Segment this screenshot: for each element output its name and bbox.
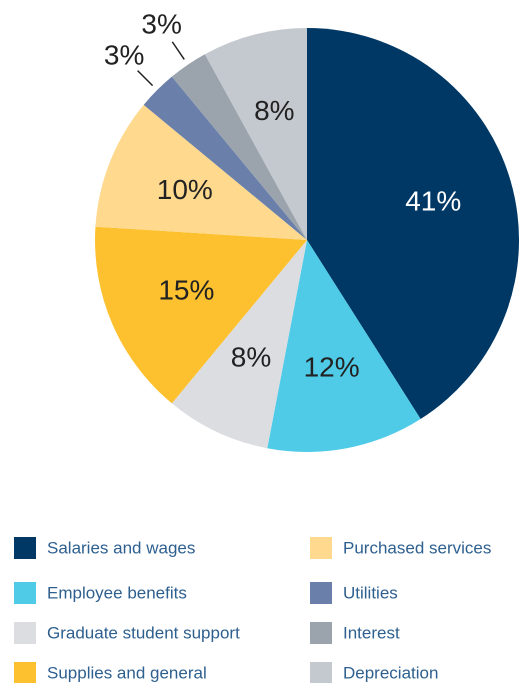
legend-label: Utilities xyxy=(343,583,398,602)
legend-swatch xyxy=(14,622,36,644)
legend-swatch xyxy=(14,582,36,604)
legend-swatch xyxy=(310,622,332,644)
pie-slice xyxy=(171,54,307,240)
leader-line xyxy=(171,41,185,60)
legend-swatch xyxy=(14,537,36,559)
legend-swatch xyxy=(310,662,332,683)
pie-slice xyxy=(307,28,519,419)
legend-label: Salaries and wages xyxy=(47,538,195,557)
data-label: 12% xyxy=(304,352,360,383)
data-label: 8% xyxy=(231,341,271,372)
legend-label: Graduate student support xyxy=(47,623,240,642)
leader-line xyxy=(137,70,154,87)
pie-slice xyxy=(143,76,307,241)
legend-label: Depreciation xyxy=(343,663,438,682)
legend-label: Interest xyxy=(343,623,400,642)
data-label: 15% xyxy=(158,275,214,306)
data-label: 41% xyxy=(405,186,461,217)
data-label: 8% xyxy=(254,95,294,126)
legend-label: Employee benefits xyxy=(47,583,187,602)
legend-swatch xyxy=(14,662,36,683)
legend-label: Supplies and general xyxy=(47,663,207,682)
legend-label: Purchased services xyxy=(343,538,491,557)
data-label: 3% xyxy=(141,8,181,39)
legend-swatch xyxy=(310,537,332,559)
pie-slice xyxy=(267,240,421,453)
data-label: 3% xyxy=(104,40,144,71)
legend-swatch xyxy=(310,582,332,604)
pie-slice xyxy=(171,240,307,449)
pie-slice xyxy=(95,104,307,240)
pie-slice xyxy=(204,28,307,240)
data-label: 10% xyxy=(157,174,213,205)
pie-slice xyxy=(95,226,308,404)
